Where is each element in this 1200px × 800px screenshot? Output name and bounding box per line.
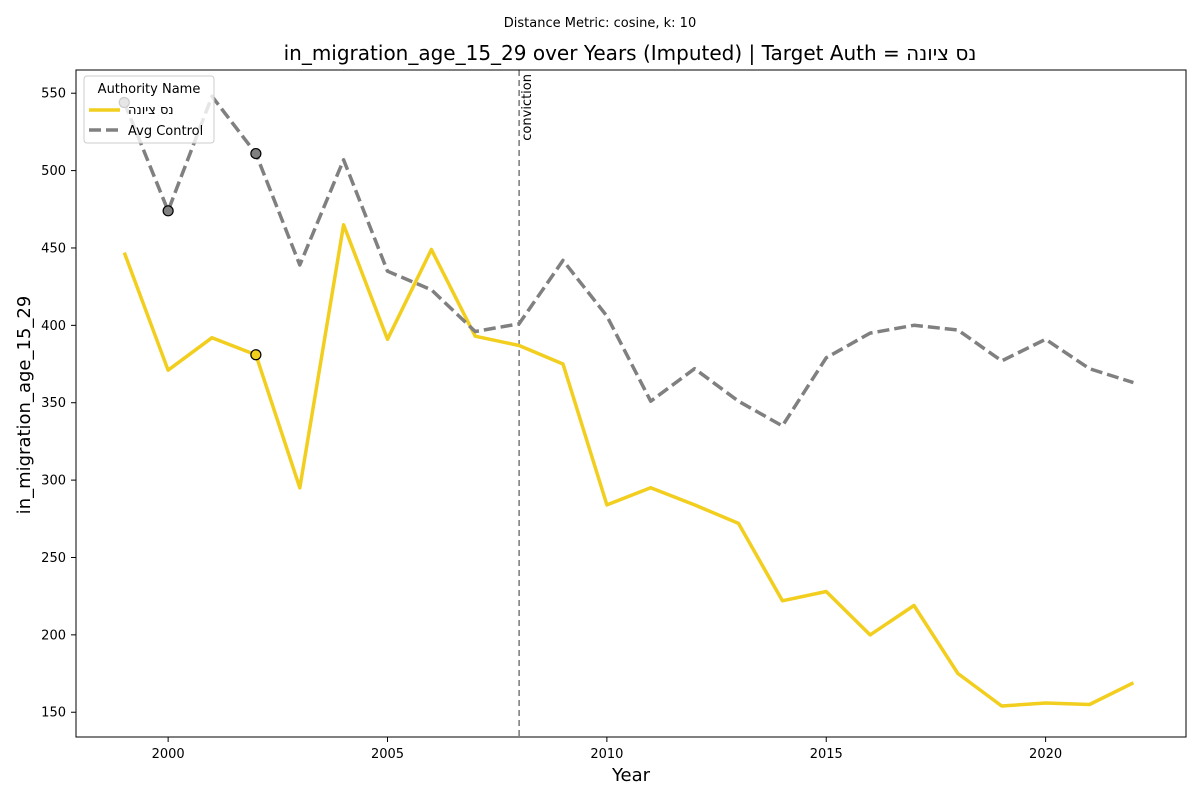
y-tick-label: 150 (41, 706, 66, 721)
conviction-label: conviction (520, 74, 535, 141)
series-line-target (122, 223, 1135, 708)
chart-title: in_migration_age_15_29 over Years (Imput… (284, 41, 977, 65)
imputed-point (250, 349, 262, 361)
legend-box (83, 75, 215, 144)
y-tick-label: 400 (41, 319, 66, 334)
plot-frame (75, 69, 1187, 738)
series-line-avg-control (122, 94, 1134, 428)
y-tick-label: 250 (41, 551, 66, 566)
legend-label-control: Avg Control (128, 124, 203, 139)
vline-layer: conviction (518, 70, 535, 737)
x-axis-label: Year (611, 765, 651, 786)
x-tick-label: 2005 (371, 747, 404, 762)
x-tick-label: 2010 (590, 747, 623, 762)
legend-title: Authority Name (98, 82, 201, 97)
chart-supertitle: Distance Metric: cosine, k: 10 (504, 16, 696, 31)
y-tick-label: 200 (41, 628, 66, 643)
imputed-point (250, 147, 262, 160)
y-tick-label: 300 (41, 474, 66, 489)
x-axis: 2000 2005 2010 2015 2020 (152, 737, 1062, 762)
y-tick-label: 450 (41, 241, 66, 256)
y-tick-label: 550 (41, 87, 66, 102)
x-tick-label: 2000 (152, 747, 185, 762)
y-axis-label: in_migration_age_15_29 (14, 296, 35, 515)
y-tick-label: 500 (41, 164, 66, 179)
imputed-point (162, 205, 174, 217)
x-tick-label: 2015 (810, 747, 843, 762)
legend: Authority Name נס ציונה Avg Control (83, 75, 215, 144)
series-lines (122, 94, 1135, 708)
y-tick-label: 350 (41, 396, 66, 411)
x-tick-label: 2020 (1029, 747, 1062, 762)
y-axis: 150 200 250 300 350 400 450 500 550 (41, 87, 76, 721)
legend-label-target: נס ציונה (128, 103, 174, 118)
